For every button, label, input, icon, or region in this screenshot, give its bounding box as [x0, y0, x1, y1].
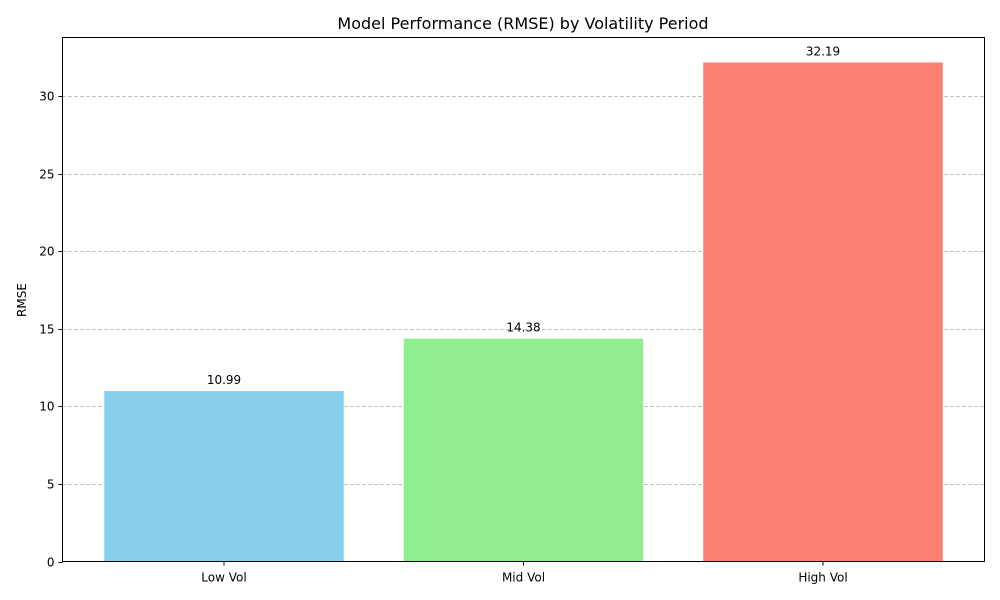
- x-axis-ticks: Low Vol Mid Vol High Vol: [201, 561, 848, 585]
- bar-value-label: 14.38: [506, 321, 540, 335]
- x-tick-label: Mid Vol: [502, 571, 545, 585]
- y-tick-label: 30: [39, 90, 54, 104]
- y-tick-label: 15: [39, 323, 54, 337]
- y-tick-label: 10: [39, 400, 54, 414]
- plot-frame: [62, 37, 985, 562]
- x-tick-label: High Vol: [798, 571, 847, 585]
- y-tick-label: 25: [39, 168, 54, 182]
- bar-high-vol: [703, 62, 943, 562]
- bar-low-vol: [104, 391, 344, 562]
- chart-title: Model Performance (RMSE) by Volatility P…: [337, 14, 708, 33]
- bar-value-label: 32.19: [806, 44, 840, 58]
- y-axis-label: RMSE: [15, 283, 29, 317]
- y-tick-label: 20: [39, 245, 54, 259]
- bar-value-label: 10.99: [207, 373, 241, 387]
- bar-mid-vol: [403, 338, 644, 562]
- x-tick-label: Low Vol: [201, 571, 246, 585]
- y-tick-label: 0: [47, 556, 55, 570]
- value-labels-group: 10.99 14.38 32.19: [207, 44, 840, 387]
- y-tick-label: 5: [47, 478, 55, 492]
- bars-group: [104, 62, 943, 562]
- y-axis-ticks: 0 5 10 15 20 25 30: [39, 90, 63, 570]
